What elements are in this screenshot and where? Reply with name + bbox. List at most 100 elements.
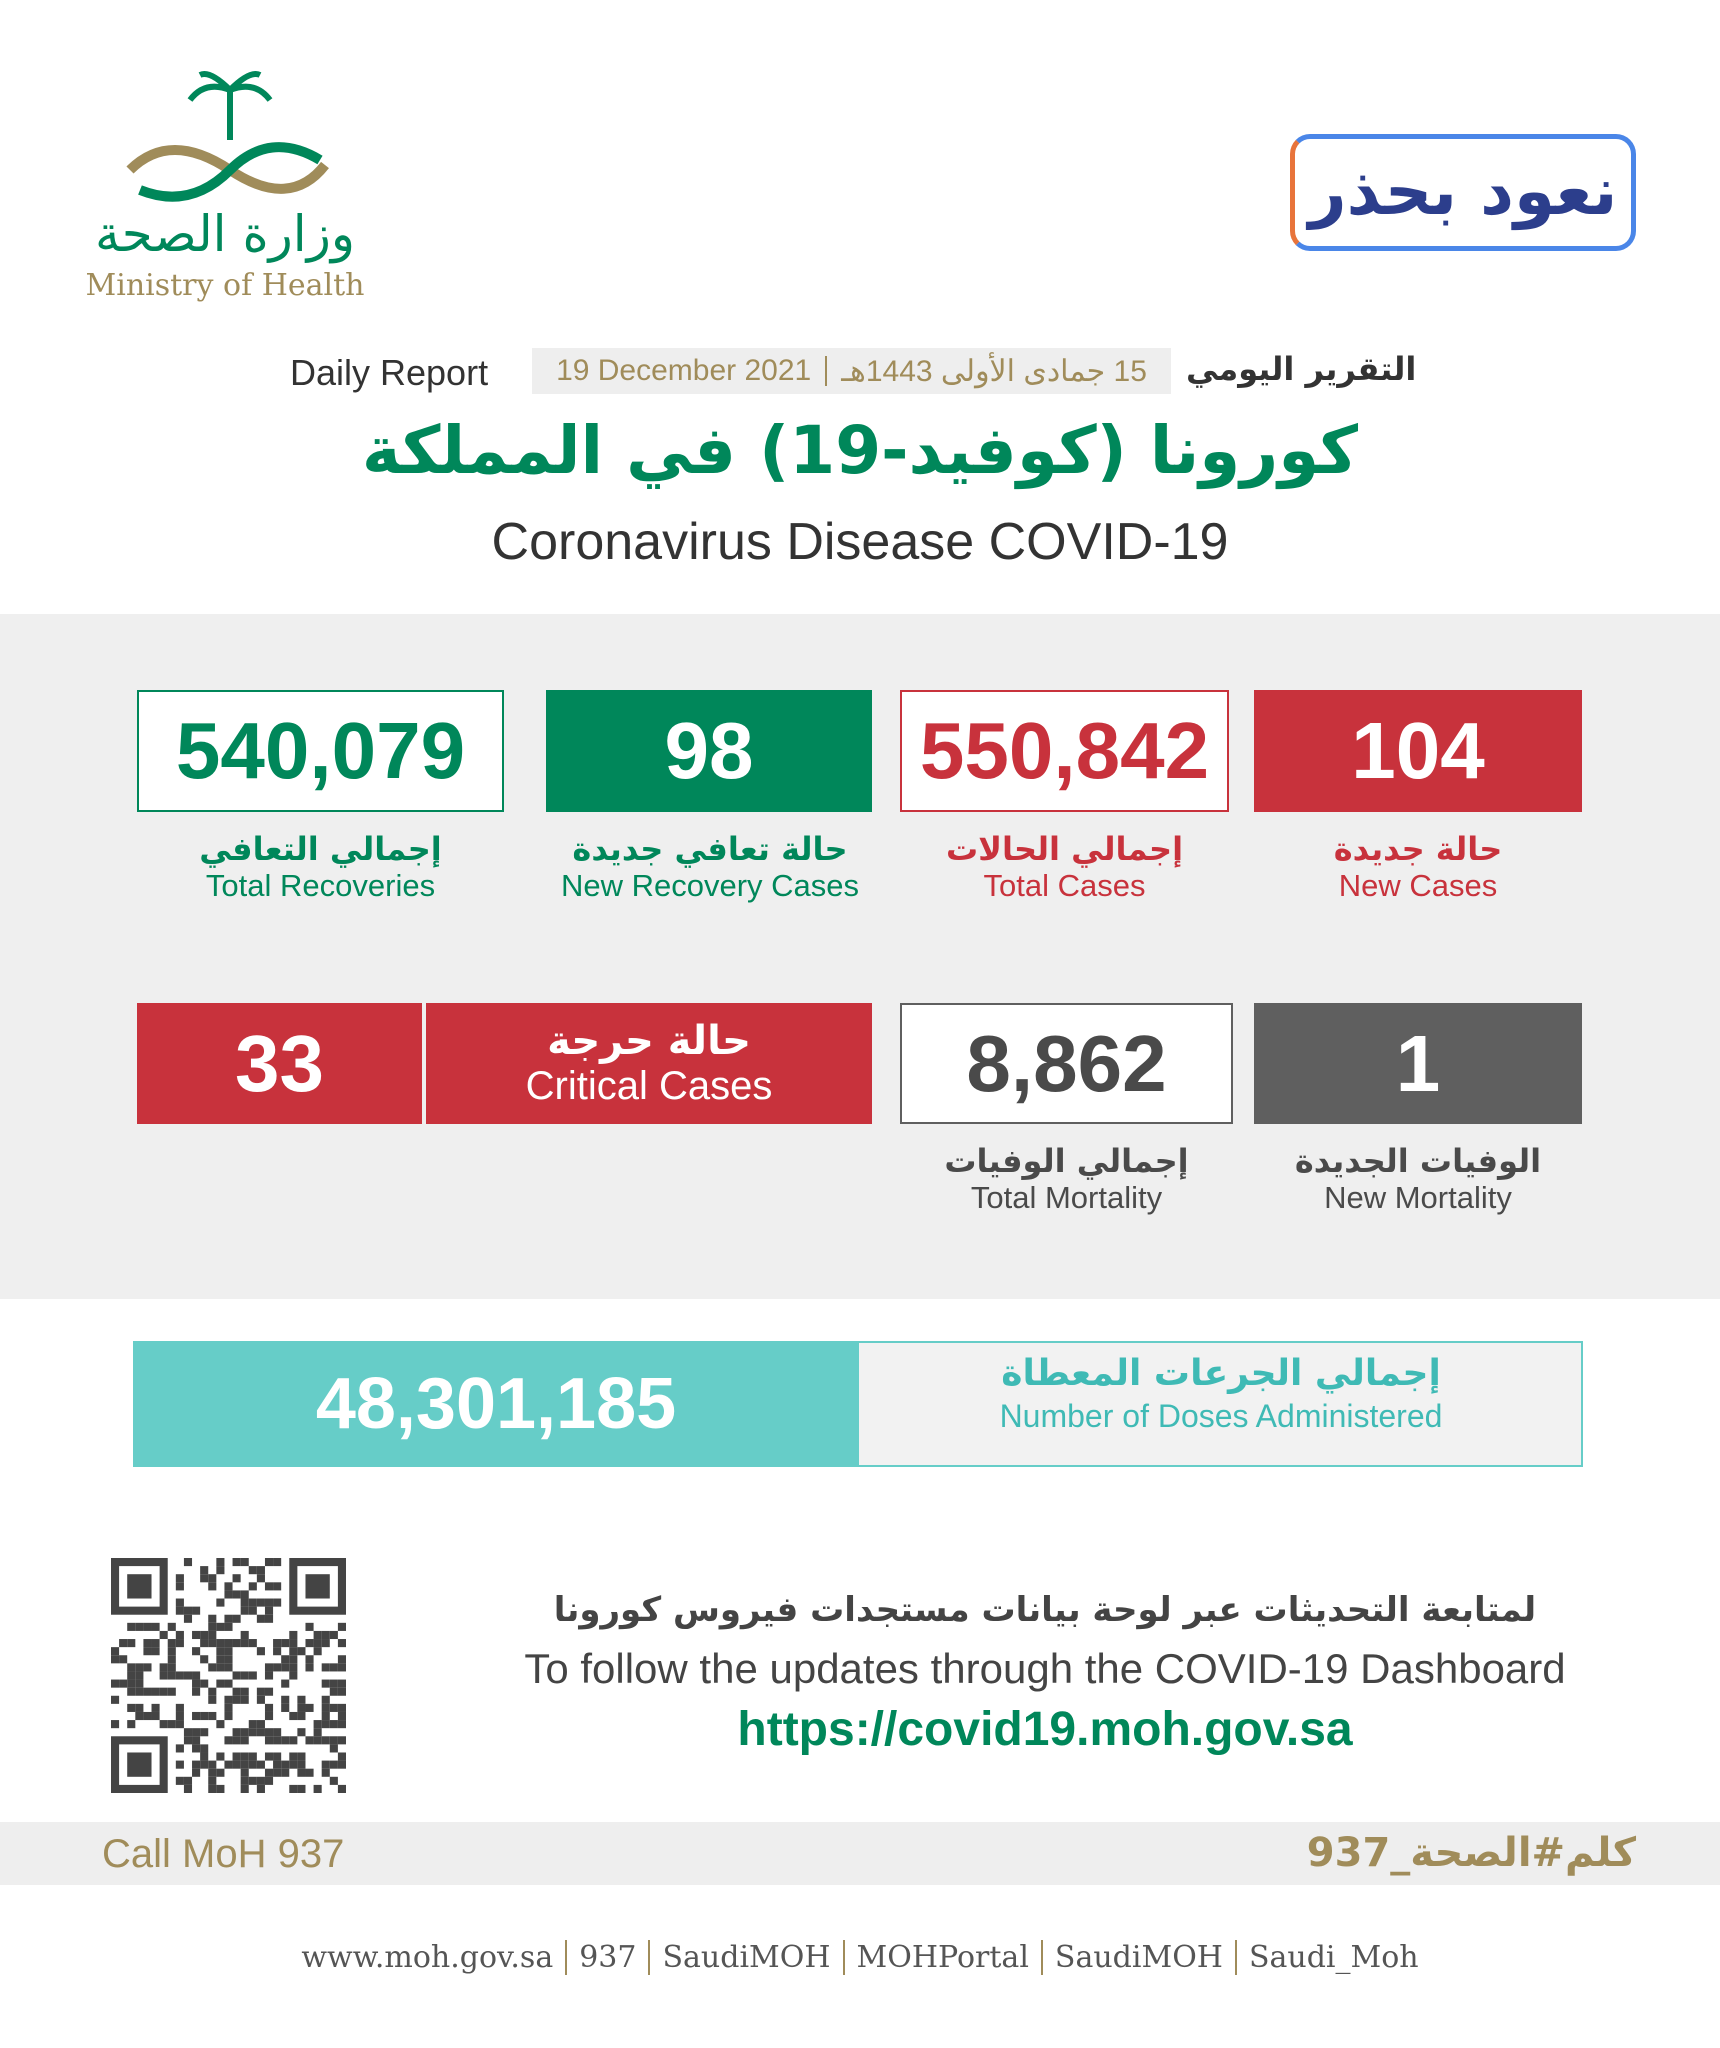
qr-module xyxy=(248,1606,257,1615)
label-en: New Cases xyxy=(1338,868,1498,903)
qr-module xyxy=(175,1720,184,1729)
qr-module xyxy=(192,1744,201,1753)
qr-module xyxy=(135,1663,144,1672)
qr-module xyxy=(337,1663,346,1672)
qr-module xyxy=(297,1760,306,1769)
qr-module xyxy=(337,1622,346,1631)
qr-module xyxy=(264,1671,274,1680)
footer-link[interactable]: 937 xyxy=(565,1940,648,1975)
qr-module xyxy=(281,1679,290,1688)
qr-module xyxy=(208,1768,217,1777)
stat-label: حالة جديدة New Cases xyxy=(1254,830,1582,904)
qr-module xyxy=(240,1598,249,1607)
qr-module xyxy=(329,1776,338,1785)
qr-module xyxy=(240,1590,249,1599)
qr-module xyxy=(127,1639,136,1648)
label-ar: إجمالي الوفيات xyxy=(944,1142,1189,1180)
qr-module xyxy=(240,1728,249,1737)
qr-module xyxy=(200,1752,209,1761)
dashboard-url[interactable]: https://covid19.moh.gov.sa xyxy=(737,1703,1353,1756)
label-ar: حالة تعافي جديدة xyxy=(572,830,848,868)
qr-module xyxy=(208,1711,217,1721)
label-en: New Recovery Cases xyxy=(560,868,860,903)
qr-module xyxy=(248,1776,257,1785)
qr-module xyxy=(329,1630,338,1640)
qr-module xyxy=(264,1776,274,1785)
logo-emblem xyxy=(126,71,329,202)
qr-module xyxy=(313,1728,322,1737)
hashtag: كلم#الصحة_937 xyxy=(1306,1830,1636,1876)
qr-module xyxy=(192,1606,201,1615)
qr-module xyxy=(240,1752,249,1761)
qr-module xyxy=(200,1711,209,1721)
title-en: Coronavirus Disease COVID-19 xyxy=(491,513,1229,571)
qr-module xyxy=(297,1728,306,1737)
stat-label: الوفيات الجديدة New Mortality xyxy=(1254,1142,1582,1216)
qr-module xyxy=(329,1679,338,1688)
qr-module xyxy=(248,1720,257,1729)
qr-module xyxy=(208,1663,217,1672)
qr-module xyxy=(216,1598,225,1607)
qr-module xyxy=(264,1752,274,1761)
date-box: 19 December 2021 15 جمادى الأولى 1443هـ xyxy=(532,348,1171,394)
label-ar: حالة جديدة xyxy=(1333,830,1503,868)
qr-module xyxy=(167,1639,176,1648)
stat-label: إجمالي الحالات Total Cases xyxy=(900,830,1229,904)
qr-module xyxy=(224,1711,233,1721)
qr-module xyxy=(216,1679,225,1688)
qr-module xyxy=(159,1671,168,1680)
qr-module xyxy=(256,1776,265,1785)
label-ar: إجمالي التعافي xyxy=(199,830,442,868)
footer-link[interactable]: www.moh.gov.sa xyxy=(301,1940,554,1975)
qr-module xyxy=(289,1671,298,1680)
qr-module xyxy=(119,1639,128,1648)
qr-module xyxy=(256,1647,265,1656)
qr-module xyxy=(273,1663,282,1672)
qr-module xyxy=(159,1630,168,1640)
qr-module xyxy=(264,1703,274,1712)
qr-module xyxy=(200,1639,209,1648)
qr-module xyxy=(232,1752,241,1761)
qr-module xyxy=(216,1639,225,1648)
qr-module xyxy=(224,1590,233,1599)
qr-module xyxy=(183,1784,193,1793)
qr-module xyxy=(248,1760,257,1769)
qr-module xyxy=(200,1744,209,1753)
qr-module xyxy=(232,1760,241,1769)
qr-module xyxy=(200,1679,209,1688)
stat-value: 550,842 xyxy=(900,690,1229,812)
qr-module xyxy=(111,1655,120,1664)
qr-module xyxy=(111,1695,120,1704)
stat-label: إجمالي التعافي Total Recoveries xyxy=(137,830,504,904)
footer-link[interactable]: SaudiMOH xyxy=(648,1940,842,1975)
qr-module xyxy=(232,1590,241,1599)
qr-module xyxy=(273,1736,282,1745)
qr-module xyxy=(208,1582,217,1591)
qr-module xyxy=(111,1647,120,1656)
qr-module xyxy=(240,1776,249,1785)
qr-module xyxy=(337,1760,346,1769)
qr-module xyxy=(216,1752,225,1761)
qr-module xyxy=(337,1711,346,1721)
qr-module xyxy=(216,1663,225,1672)
qr-module xyxy=(273,1647,282,1656)
qr-module xyxy=(159,1663,168,1672)
qr-module xyxy=(175,1711,184,1721)
qr-module xyxy=(313,1720,322,1729)
qr-module xyxy=(256,1695,265,1704)
qr-module xyxy=(321,1703,330,1712)
qr-module xyxy=(232,1614,241,1623)
qr-module xyxy=(321,1663,330,1672)
qr-module xyxy=(135,1703,144,1712)
qr-module xyxy=(127,1752,152,1777)
qr-module xyxy=(248,1598,257,1607)
footer-link[interactable]: MOHPortal xyxy=(842,1940,1041,1975)
qr-module xyxy=(281,1695,290,1704)
qr-module xyxy=(321,1695,330,1704)
footer-link[interactable]: Saudi_Moh xyxy=(1234,1940,1431,1975)
footer-link[interactable]: SaudiMOH xyxy=(1040,1940,1235,1975)
qr-module xyxy=(313,1647,322,1656)
qr-module xyxy=(208,1695,217,1704)
qr-module xyxy=(216,1566,225,1575)
